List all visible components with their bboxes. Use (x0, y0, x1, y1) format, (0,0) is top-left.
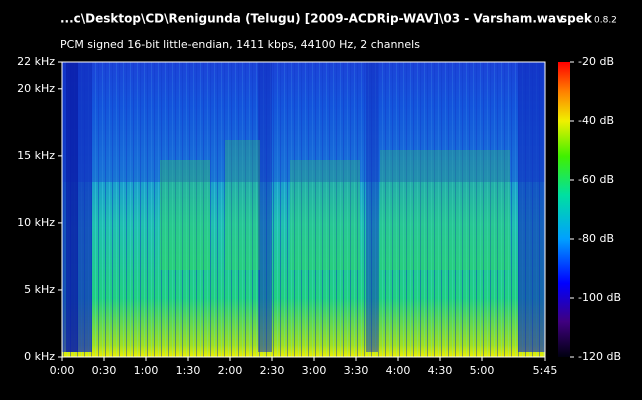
x-tick-label: 3:30 (344, 364, 369, 377)
x-tick-label: 2:00 (218, 364, 243, 377)
y-tick-label: 10 kHz (17, 216, 55, 229)
y-tick-label: 5 kHz (24, 283, 55, 296)
x-tick-label: 0:30 (92, 364, 117, 377)
x-tick-label: 4:30 (428, 364, 453, 377)
subtitle: PCM signed 16-bit little-endian, 1411 kb… (60, 38, 420, 51)
x-tick-label: 5:45 (533, 364, 558, 377)
y-tick-label: 20 kHz (17, 82, 55, 95)
colorbar-tick-label: -120 dB (578, 350, 621, 363)
x-tick-label: 2:30 (260, 364, 285, 377)
colorbar-tick-label: -100 dB (578, 291, 621, 304)
colorbar-tick-label: -80 dB (578, 232, 614, 245)
colorbar-tick-label: -40 dB (578, 114, 614, 127)
x-tick-label: 3:00 (302, 364, 327, 377)
app-version: 0.8.2 (594, 16, 617, 26)
x-tick-label: 4:00 (386, 364, 411, 377)
x-tick-label: 0:00 (50, 364, 75, 377)
file-title: ...c\Desktop\CD\Renigunda (Telugu) [2009… (60, 12, 564, 26)
colorbar-tick-label: -60 dB (578, 173, 614, 186)
y-tick-label: 0 kHz (24, 350, 55, 363)
y-tick-label: 15 kHz (17, 149, 55, 162)
y-tick-label: 22 kHz (17, 55, 55, 68)
colorbar-tick-label: -20 dB (578, 55, 614, 68)
x-tick-label: 1:00 (134, 364, 159, 377)
spectrogram-image (61, 61, 546, 358)
app-name: spek (560, 12, 593, 26)
colorbar (558, 62, 570, 357)
x-tick-label: 5:00 (470, 364, 495, 377)
x-tick-label: 1:30 (176, 364, 201, 377)
